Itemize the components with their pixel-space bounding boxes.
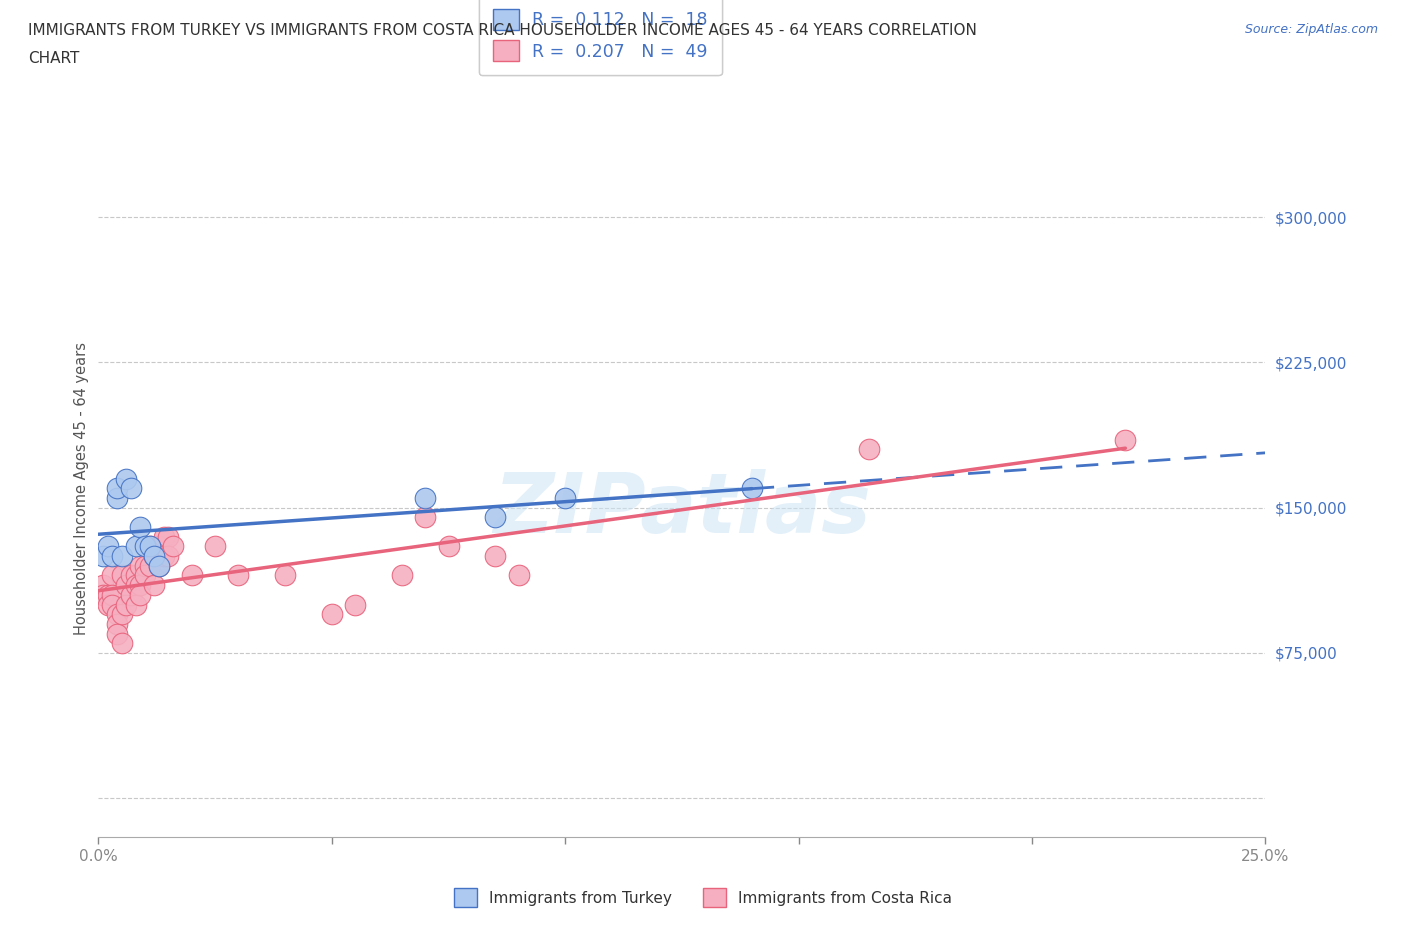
Point — [391, 568, 413, 583]
Point — [125, 597, 148, 612]
Point — [139, 539, 162, 554]
Point — [120, 588, 142, 603]
Point — [148, 558, 170, 573]
Point — [97, 597, 120, 612]
Text: CHART: CHART — [28, 51, 80, 66]
Text: IMMIGRANTS FROM TURKEY VS IMMIGRANTS FROM COSTA RICA HOUSEHOLDER INCOME AGES 45 : IMMIGRANTS FROM TURKEY VS IMMIGRANTS FRO… — [28, 23, 977, 38]
Point — [157, 549, 180, 564]
Point — [97, 539, 120, 554]
Point — [120, 568, 142, 583]
Y-axis label: Householder Income Ages 45 - 64 years: Householder Income Ages 45 - 64 years — [75, 341, 89, 635]
Point — [152, 529, 174, 544]
Point — [97, 588, 120, 603]
Point — [143, 578, 166, 592]
Point — [321, 606, 343, 621]
Point — [204, 539, 226, 554]
Point — [129, 520, 152, 535]
Point — [437, 539, 460, 554]
Text: ZIPatlas: ZIPatlas — [494, 469, 870, 550]
Point — [134, 558, 156, 573]
Point — [228, 568, 250, 583]
Text: Source: ZipAtlas.com: Source: ZipAtlas.com — [1244, 23, 1378, 36]
Point — [125, 539, 148, 554]
Point — [134, 568, 156, 583]
Point — [148, 558, 170, 573]
Point — [858, 442, 880, 457]
Point — [413, 510, 436, 525]
Point — [143, 549, 166, 564]
Point — [148, 539, 170, 554]
Point — [413, 490, 436, 505]
Point — [484, 549, 506, 564]
Point — [125, 578, 148, 592]
Point — [91, 549, 114, 564]
Point — [101, 588, 124, 603]
Point — [115, 578, 138, 592]
Point — [105, 481, 128, 496]
Point — [134, 539, 156, 554]
Point — [162, 539, 184, 554]
Point — [101, 549, 124, 564]
Point — [105, 490, 128, 505]
Point — [139, 558, 162, 573]
Point — [115, 472, 138, 486]
Point — [111, 606, 134, 621]
Point — [120, 481, 142, 496]
Point — [344, 597, 367, 612]
Point — [101, 597, 124, 612]
Point — [152, 549, 174, 564]
Point — [115, 597, 138, 612]
Point — [129, 578, 152, 592]
Point — [143, 549, 166, 564]
Point — [741, 481, 763, 496]
Point — [129, 588, 152, 603]
Point — [91, 578, 114, 592]
Point — [554, 490, 576, 505]
Point — [157, 529, 180, 544]
Point — [484, 510, 506, 525]
Point — [129, 558, 152, 573]
Point — [111, 549, 134, 564]
Point — [274, 568, 297, 583]
Point — [105, 617, 128, 631]
Point — [91, 588, 114, 603]
Point — [111, 636, 134, 651]
Point — [125, 568, 148, 583]
Point — [508, 568, 530, 583]
Point — [1114, 432, 1136, 447]
Point — [180, 568, 202, 583]
Point — [101, 568, 124, 583]
Point — [139, 539, 162, 554]
Legend: R =  0.112   N =  18, R =  0.207   N =  49: R = 0.112 N = 18, R = 0.207 N = 49 — [478, 0, 721, 75]
Point — [105, 626, 128, 641]
Point — [105, 606, 128, 621]
Legend: Immigrants from Turkey, Immigrants from Costa Rica: Immigrants from Turkey, Immigrants from … — [449, 883, 957, 913]
Point — [111, 568, 134, 583]
